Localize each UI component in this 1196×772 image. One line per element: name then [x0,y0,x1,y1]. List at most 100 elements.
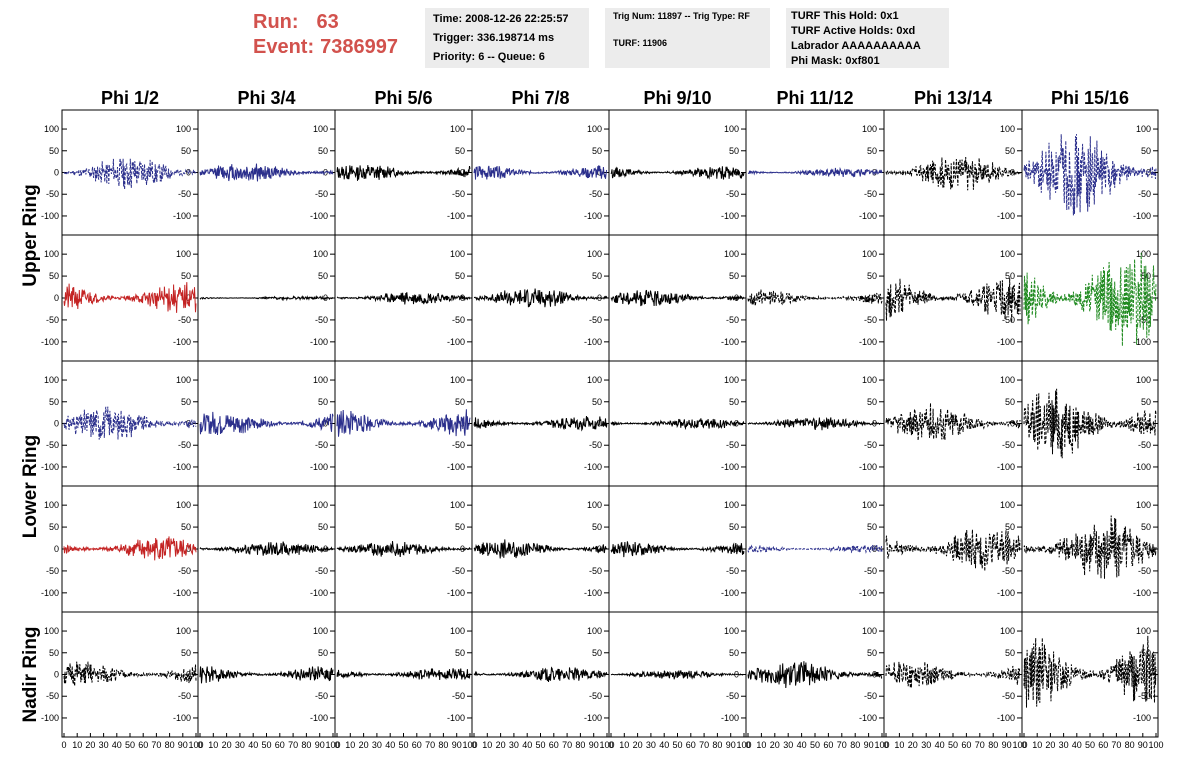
y-tick-label: -100 [1133,337,1151,347]
y-tick-label: -100 [584,713,602,723]
y-tick-label: 50 [1005,271,1015,281]
x-tick-label: 90 [1002,740,1012,750]
y-tick-label: 50 [729,522,739,532]
y-tick-label: 100 [862,124,877,134]
y-tick-label: 50 [867,397,877,407]
y-tick-label: 100 [176,249,191,259]
y-tick-label: 100 [1000,124,1015,134]
y-tick-label: 100 [587,124,602,134]
y-tick-label: -50 [726,691,739,701]
y-tick-label: 50 [867,271,877,281]
y-tick-label: -50 [452,566,465,576]
x-tick-label: 90 [589,740,599,750]
y-tick-label: 50 [318,397,328,407]
x-tick-label: 10 [756,740,766,750]
x-tick-label: 80 [301,740,311,750]
y-tick-label: -100 [1133,462,1151,472]
x-tick-label: 70 [975,740,985,750]
column-header: Phi 13/14 [914,88,992,108]
x-tick-label: 20 [496,740,506,750]
y-tick-label: 100 [1000,500,1015,510]
trigger-text: Trigger: 336.198714 ms [433,32,555,44]
y-tick-label: 100 [313,249,328,259]
y-tick-label: 50 [181,397,191,407]
waveform-trace [473,288,608,308]
x-tick-label: 0 [608,740,613,750]
y-tick-label: 50 [181,271,191,281]
y-tick-label: -100 [997,713,1015,723]
y-tick-label: -50 [46,315,59,325]
waveform-trace [1023,388,1157,459]
y-tick-label: -50 [315,566,328,576]
y-tick-label: -50 [1002,440,1015,450]
labrador-text: Labrador AAAAAAAAAA [791,40,921,52]
x-tick-label: 80 [988,740,998,750]
waveform-trace [747,661,883,689]
x-tick-label: 10 [894,740,904,750]
y-tick-label: -100 [447,588,465,598]
waveform-trace [610,418,745,431]
y-tick-label: -100 [447,713,465,723]
y-tick-label: -100 [173,462,191,472]
y-tick-label: 50 [1005,522,1015,532]
y-tick-label: 100 [587,249,602,259]
waveform-trace [885,661,1021,688]
x-tick-label: 90 [1138,740,1148,750]
y-tick-label: -100 [173,588,191,598]
x-tick-label: 80 [575,740,585,750]
waveform-trace [473,415,608,432]
y-tick-label: -100 [997,337,1015,347]
y-tick-label: -50 [315,691,328,701]
y-tick-label: 100 [176,124,191,134]
x-tick-label: 20 [633,740,643,750]
y-tick-label: 50 [181,522,191,532]
waveform-trace [1023,635,1157,708]
y-tick-label: 100 [176,626,191,636]
y-tick-label: -50 [452,691,465,701]
y-tick-label: -50 [864,440,877,450]
x-tick-label: 10 [72,740,82,750]
y-tick-label: -50 [452,189,465,199]
y-tick-label: 100 [724,249,739,259]
x-tick-label: 10 [1032,740,1042,750]
x-tick-label: 100 [1148,740,1163,750]
x-tick-label: 0 [883,740,888,750]
x-tick-label: 90 [726,740,736,750]
y-tick-label: 100 [587,375,602,385]
y-tick-label: -50 [178,691,191,701]
waveform-trace [199,163,334,182]
row-label: Nadir Ring [20,626,41,722]
y-tick-label: 100 [450,375,465,385]
column-header: Phi 15/16 [1051,88,1129,108]
x-tick-label: 40 [522,740,532,750]
waveform-trace [336,541,471,557]
y-tick-label: 100 [450,500,465,510]
x-tick-label: 70 [562,740,572,750]
y-tick-label: 100 [1136,375,1151,385]
x-tick-label: 60 [549,740,559,750]
x-tick-label: 0 [197,740,202,750]
y-tick-label: 50 [867,522,877,532]
y-tick-label: 100 [862,249,877,259]
y-tick-label: 50 [729,397,739,407]
y-tick-label: 50 [49,397,59,407]
priority-text: Priority: 6 -- Queue: 6 [433,51,545,63]
waveform-trace [610,289,745,307]
y-tick-label: 50 [181,146,191,156]
x-tick-label: 100 [599,740,614,750]
y-tick-label: -100 [997,211,1015,221]
waveform-trace [747,416,883,431]
waveform-trace [747,289,883,306]
row-label: Upper Ring [20,184,41,286]
x-tick-label: 50 [810,740,820,750]
y-tick-label: 50 [49,271,59,281]
y-tick-label: -50 [864,189,877,199]
y-tick-label: -50 [315,440,328,450]
trig-num-text: Trig Num: 11897 -- Trig Type: RF [613,11,750,21]
y-tick-label: -100 [584,337,602,347]
x-tick-label: 60 [961,740,971,750]
x-tick-label: 0 [61,740,66,750]
y-tick-label: -50 [726,440,739,450]
y-tick-label: 50 [49,146,59,156]
x-tick-label: 20 [222,740,232,750]
